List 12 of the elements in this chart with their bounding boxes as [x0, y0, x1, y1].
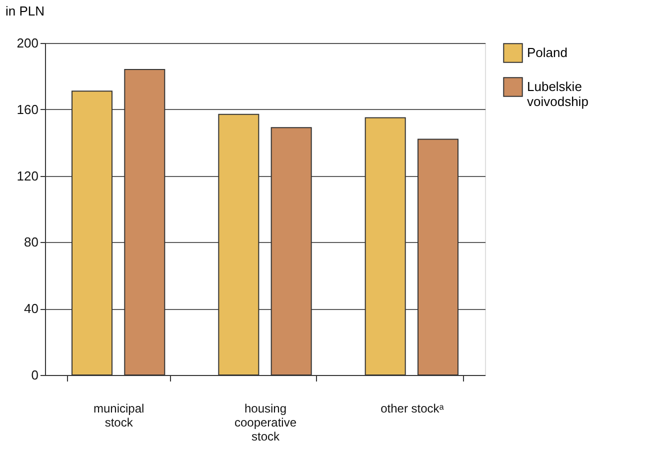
- y-tick-label: 120: [16, 168, 38, 184]
- y-axis-title: in PLN: [6, 4, 45, 18]
- x-tick-label: housing cooperative stock: [234, 402, 297, 444]
- y-tick-label: 0: [31, 368, 38, 382]
- legend-label: Poland: [527, 45, 568, 60]
- x-tick-label: municipal stock: [93, 402, 144, 430]
- legend-label: Lubelskie voivodship: [527, 79, 588, 109]
- y-tick-label: 80: [24, 234, 38, 250]
- y-tick-label: 160: [16, 102, 38, 117]
- y-tick-label: 200: [16, 36, 38, 50]
- y-tick-label: 40: [24, 301, 38, 316]
- x-tick-label: other stockᵃ: [380, 402, 444, 416]
